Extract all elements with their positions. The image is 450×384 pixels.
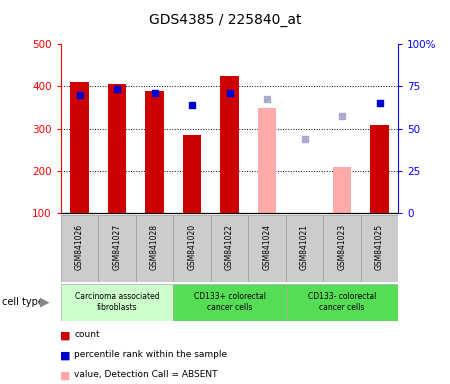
Text: GSM841022: GSM841022: [225, 224, 234, 270]
Bar: [145, 91, 164, 213]
Text: GSM841028: GSM841028: [150, 224, 159, 270]
Text: GSM841027: GSM841027: [112, 224, 122, 270]
Text: GDS4385 / 225840_at: GDS4385 / 225840_at: [149, 13, 301, 27]
Text: value, Detection Call = ABSENT: value, Detection Call = ABSENT: [74, 370, 218, 379]
Text: GSM841023: GSM841023: [338, 224, 346, 270]
Bar: [220, 76, 239, 213]
Bar: [183, 135, 202, 213]
Bar: [173, 215, 211, 282]
Bar: [70, 82, 89, 213]
Text: GSM841020: GSM841020: [188, 224, 197, 270]
Bar: [173, 284, 286, 321]
Bar: [211, 215, 248, 282]
Text: GSM841025: GSM841025: [375, 224, 384, 270]
Bar: [61, 215, 98, 282]
Text: ■: ■: [60, 370, 71, 380]
Text: percentile rank within the sample: percentile rank within the sample: [74, 350, 227, 359]
Bar: [286, 284, 398, 321]
Text: GSM841021: GSM841021: [300, 224, 309, 270]
Bar: [98, 215, 136, 282]
Bar: [370, 125, 389, 213]
Text: Carcinoma associated
fibroblasts: Carcinoma associated fibroblasts: [75, 292, 159, 313]
Bar: [361, 215, 398, 282]
Text: CD133- colorectal
cancer cells: CD133- colorectal cancer cells: [308, 292, 376, 313]
Text: ■: ■: [60, 330, 71, 340]
Bar: [136, 215, 173, 282]
Text: ▶: ▶: [40, 296, 49, 309]
Bar: [108, 84, 126, 213]
Bar: [333, 167, 351, 213]
Bar: [61, 284, 173, 321]
Text: GSM841024: GSM841024: [262, 224, 271, 270]
Bar: [248, 215, 286, 282]
Text: GSM841026: GSM841026: [75, 224, 84, 270]
Text: count: count: [74, 330, 100, 339]
Bar: [286, 215, 323, 282]
Bar: [257, 108, 276, 213]
Bar: [323, 215, 361, 282]
Text: cell type: cell type: [2, 297, 44, 308]
Text: CD133+ colorectal
cancer cells: CD133+ colorectal cancer cells: [194, 292, 266, 313]
Text: ■: ■: [60, 350, 71, 360]
